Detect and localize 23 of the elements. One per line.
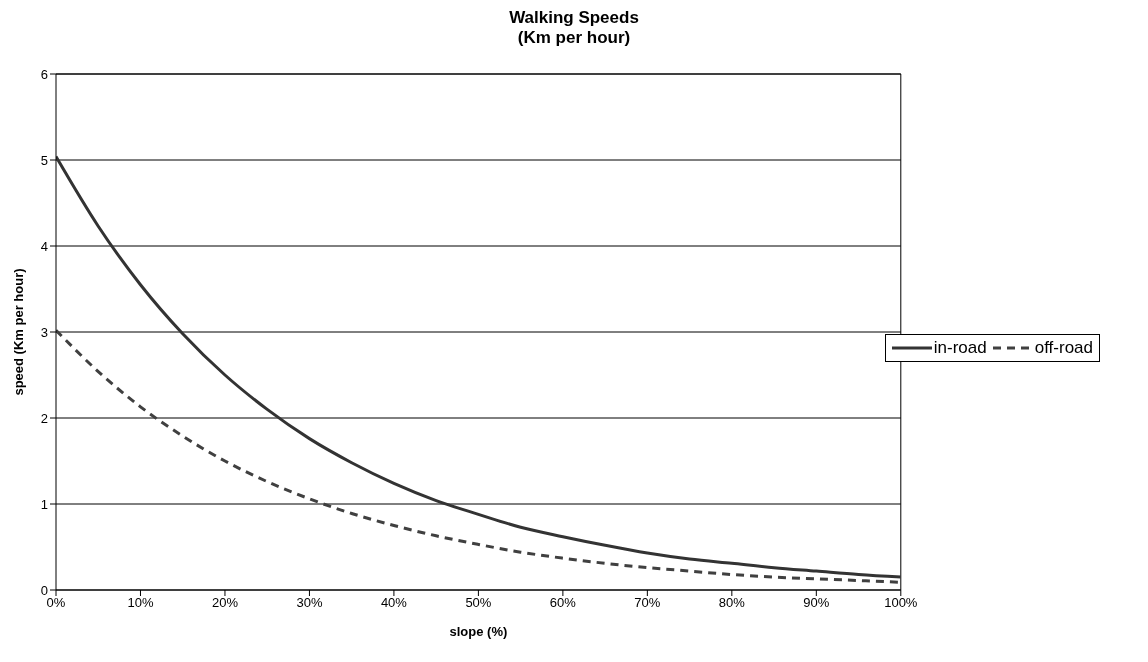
y-tick-label: 3 [40, 324, 48, 340]
chart-title: Walking Speeds (Km per hour) [508, 8, 640, 48]
y-axis-title: speed (Km per hour) [10, 268, 26, 396]
y-tick-label: 2 [40, 410, 48, 426]
legend-label: off-road [1034, 338, 1093, 358]
y-tick-label: 5 [40, 152, 48, 168]
x-tick-label: 20% [211, 595, 239, 611]
x-tick-label: 40% [380, 595, 408, 611]
x-tick-label: 70% [634, 595, 661, 611]
x-tick-label: 60% [549, 595, 577, 611]
y-tick-label: 0 [40, 582, 48, 598]
y-tick-label: 1 [40, 496, 48, 512]
legend-label: in-road [933, 338, 987, 358]
x-axis-title: slope (%) [449, 624, 508, 639]
x-tick-label: 80% [718, 595, 746, 611]
y-tick-label: 6 [40, 66, 48, 82]
x-tick-label: 0% [46, 595, 66, 611]
x-tick-label: 50% [465, 595, 492, 611]
x-tick-label: 10% [127, 595, 154, 611]
x-tick-label: 100% [884, 595, 918, 611]
x-tick-label: 30% [296, 595, 323, 611]
y-tick-label: 4 [40, 238, 48, 254]
x-tick-label: 90% [803, 595, 830, 611]
